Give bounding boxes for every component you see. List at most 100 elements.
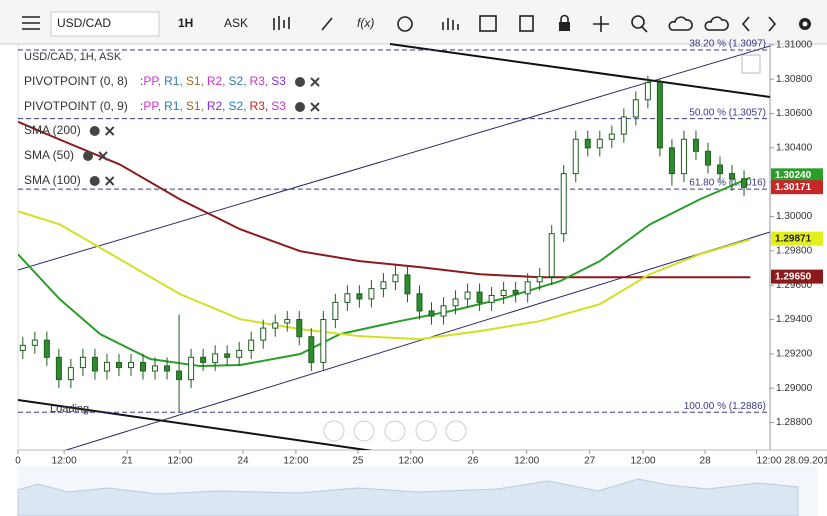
- candle-body: [476, 291, 483, 303]
- download-button[interactable]: [704, 16, 729, 31]
- legend: PIVOTPOINT (0, 8) :PP, R1, S1, R2, S2, R3, S3 PI…: [24, 74, 320, 187]
- price-tag-label: 1.29871: [775, 233, 812, 244]
- symbol[interactable]: USD/CAD: [57, 16, 111, 30]
- pivot-item: S1,: [186, 74, 204, 88]
- candle-body: [260, 327, 267, 341]
- candle-body: [620, 116, 627, 135]
- settings-icon[interactable]: [295, 102, 305, 112]
- price-side[interactable]: ASK: [224, 16, 248, 30]
- candle-body: [596, 138, 603, 149]
- channel-upper: [18, 45, 770, 271]
- prev-button[interactable]: [741, 16, 750, 32]
- price-tag: [771, 269, 823, 284]
- remove-icon[interactable]: [310, 102, 320, 112]
- upload-button[interactable]: [668, 16, 693, 31]
- remove-icon[interactable]: [104, 176, 115, 186]
- candle-body: [632, 99, 639, 118]
- candle-body: [392, 274, 399, 283]
- candle-body: [91, 356, 98, 372]
- volume-button[interactable]: [442, 18, 459, 30]
- chart-type-button[interactable]: [273, 16, 290, 30]
- candle-body: [212, 353, 219, 363]
- pivot-item: S2,: [229, 99, 247, 113]
- draw-button[interactable]: [321, 17, 333, 31]
- pivot-item: :: [140, 99, 143, 113]
- symbol-box[interactable]: [50, 11, 160, 37]
- legend-entry: SMA (50): [24, 148, 74, 162]
- candle-body: [19, 344, 26, 351]
- pivot-name: PIVOTPOINT (0, 8): [24, 74, 128, 88]
- menu-button[interactable]: [22, 16, 40, 30]
- candle-body: [67, 367, 74, 381]
- report-button[interactable]: [519, 15, 534, 32]
- candle-body: [536, 276, 543, 283]
- popout-button[interactable]: [741, 54, 761, 74]
- candle-body: [380, 281, 387, 290]
- remove-icon[interactable]: [98, 151, 108, 161]
- loading-status: Loading...: [50, 403, 98, 415]
- candle-body: [284, 319, 291, 324]
- remove-icon[interactable]: [104, 126, 115, 136]
- sma-line: [18, 120, 751, 279]
- candle-body: [79, 356, 86, 369]
- pivot-item: S2,: [229, 74, 247, 88]
- nav-right[interactable]: [445, 420, 467, 442]
- x-tick-label: 25: [352, 456, 364, 467]
- candle-body: [704, 150, 711, 166]
- y-tick-label: 1.30000: [776, 211, 813, 222]
- plot: 38.20 % (1.3097) 50.00 % (1.3057) 61.80 % …: [18, 39, 770, 413]
- candle-body: [368, 288, 375, 300]
- indicators-button[interactable]: f(x): [357, 16, 374, 30]
- lock-button[interactable]: [559, 14, 570, 31]
- settings-icon[interactable]: [89, 176, 100, 186]
- x-tick-label: 12:00: [283, 456, 308, 467]
- candle-body: [356, 293, 363, 300]
- remove-icon[interactable]: [310, 77, 320, 87]
- zoom-button[interactable]: [631, 15, 648, 33]
- toolbar: USD/CAD 1H ASK f(x): [0, 0, 827, 45]
- calendar-button[interactable]: [479, 15, 497, 32]
- interval[interactable]: 1H: [178, 16, 193, 30]
- candle-body: [272, 322, 279, 329]
- candle-body: [200, 356, 207, 363]
- trendline-lower: [18, 399, 374, 450]
- settings-icon[interactable]: [83, 151, 94, 161]
- candle-body: [692, 138, 699, 152]
- y-tick-label: 1.29000: [776, 383, 813, 394]
- fib-level-label: 100.00 % (1.2886): [684, 401, 766, 412]
- settings-icon[interactable]: [89, 126, 100, 136]
- settings-button[interactable]: [799, 18, 811, 30]
- x-tick-label: 27: [584, 456, 596, 467]
- candle-body: [452, 298, 459, 307]
- sma-line: [18, 176, 751, 368]
- candle-body: [500, 289, 507, 297]
- nav-left[interactable]: [323, 420, 345, 442]
- candle-body: [440, 305, 447, 317]
- y-tick-label: 1.29600: [776, 280, 813, 291]
- info-button[interactable]: [397, 16, 413, 32]
- candle-body: [115, 361, 122, 369]
- candle-body: [524, 281, 531, 295]
- nav-zoom-in[interactable]: [415, 420, 437, 442]
- channel-lower: [64, 231, 770, 450]
- x-tick-label: 12:00: [631, 456, 656, 467]
- nav-reset[interactable]: [384, 420, 406, 442]
- fib-level-label: 61.80 % (1.3016): [689, 178, 766, 189]
- x-tick-label: 24: [237, 456, 249, 467]
- pivot-name: PIVOTPOINT (0, 9): [24, 99, 128, 113]
- pivot-items: :PP, R1, S1, R2, S2, R3, S3: [140, 99, 286, 113]
- nav-zoom-out[interactable]: [353, 420, 375, 442]
- next-button[interactable]: [768, 16, 777, 32]
- x-tick-label: 12:00: [398, 456, 423, 467]
- sma-line: [18, 210, 751, 341]
- navigator-area: [17, 478, 799, 516]
- nav-buttons: [323, 420, 467, 442]
- candle-body: [584, 138, 591, 149]
- candle-body: [224, 353, 231, 358]
- settings-icon[interactable]: [295, 77, 305, 87]
- candle-body: [344, 293, 351, 303]
- crosshair-button[interactable]: [593, 16, 609, 32]
- candle-body: [320, 319, 327, 363]
- price-tag-label: 1.29650: [775, 271, 812, 282]
